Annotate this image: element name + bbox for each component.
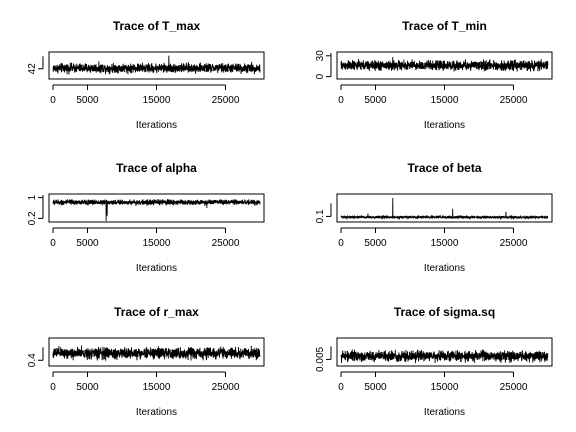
x-tick-label: 15000 [431,95,459,106]
panel-title: Trace of T_max [113,19,201,33]
trace-panel-sigma-sq: Trace of sigma.sq 0 5000 15000 25000 Iteratio… [315,305,553,418]
x-tick-label: 0 [50,238,56,249]
trace-line [52,198,261,222]
x-axis: 0 5000 15000 25000 [50,371,240,393]
panel-title: Trace of sigma.sq [394,305,495,319]
x-tick-label: 25000 [500,238,528,249]
x-tick-label: 0 [50,95,56,106]
x-tick-label: 5000 [76,382,99,393]
panel-title: Trace of T_min [402,19,487,33]
y-tick-label: 0.2 [27,211,38,225]
x-tick-label: 25000 [500,382,528,393]
x-tick-label: 15000 [431,382,459,393]
panel-title: Trace of beta [407,161,481,175]
y-tick-label: 1 [27,194,38,200]
trace-panel-alpha: Trace of alpha 0 5000 15000 25000 Iterations 0… [27,161,265,274]
x-tick-label: 5000 [364,95,387,106]
plot-frame [48,337,265,367]
y-tick-label: 0.4 [27,353,38,367]
x-tick-label: 25000 [212,382,240,393]
y-tick-label: 0.1 [315,209,326,223]
x-axis: 0 5000 15000 25000 [50,84,240,106]
panel-title: Trace of alpha [116,161,197,175]
x-axis-label: Iterations [424,263,465,274]
trace-panel-t-max: Trace of T_max 0 5000 15000 25000 Iterations 4… [27,19,265,131]
plot-frame [336,337,553,367]
x-tick-label: 0 [338,382,344,393]
y-axis: 42 [27,56,44,75]
x-tick-label: 5000 [364,382,387,393]
y-tick-label: 30 [315,50,326,62]
x-tick-label: 25000 [212,238,240,249]
x-tick-label: 15000 [143,238,171,249]
x-axis: 0 5000 15000 25000 [338,84,528,106]
y-axis: 0 30 [315,50,332,79]
x-tick-label: 25000 [500,95,528,106]
trace-line [52,345,261,361]
x-tick-label: 25000 [212,95,240,106]
x-axis: 0 5000 15000 25000 [338,371,528,393]
x-tick-label: 0 [338,238,344,249]
y-axis: 0.4 [27,347,44,367]
x-tick-label: 15000 [431,238,459,249]
y-axis: 0.005 [315,346,332,372]
y-axis: 0.1 [315,203,332,223]
plot-frame [336,193,553,223]
x-tick-label: 0 [338,95,344,106]
trace-panel-t-min: Trace of T_min 0 5000 15000 25000 Iterations 0… [315,19,553,131]
trace-line [340,198,549,221]
plot-frame [48,193,265,223]
trace-line [52,55,261,75]
plot-frame [336,51,553,80]
x-axis-label: Iterations [136,407,177,418]
panel-title: Trace of r_max [114,305,199,319]
trace-line [340,349,549,364]
x-tick-label: 5000 [364,238,387,249]
trace-panel-beta: Trace of beta 0 5000 15000 25000 Iterations 0.… [315,161,553,274]
x-tick-label: 15000 [143,382,171,393]
y-tick-label: 0.005 [315,346,326,371]
trace-line [340,57,549,72]
plot-frame [48,51,265,80]
trace-panel-r-max: Trace of r_max 0 5000 15000 25000 Iterations 0… [27,305,265,418]
x-tick-label: 5000 [76,95,99,106]
x-tick-label: 5000 [76,238,99,249]
y-axis: 0.21 [27,194,44,225]
x-tick-label: 0 [50,382,56,393]
x-axis-label: Iterations [424,120,465,131]
x-axis: 0 5000 15000 25000 [338,227,528,249]
x-axis-label: Iterations [136,120,177,131]
x-tick-label: 15000 [143,95,171,106]
y-tick-label: 0 [315,73,326,79]
y-tick-label: 42 [27,63,38,75]
x-axis-label: Iterations [136,263,177,274]
x-axis: 0 5000 15000 25000 [50,227,240,249]
x-axis-label: Iterations [424,407,465,418]
